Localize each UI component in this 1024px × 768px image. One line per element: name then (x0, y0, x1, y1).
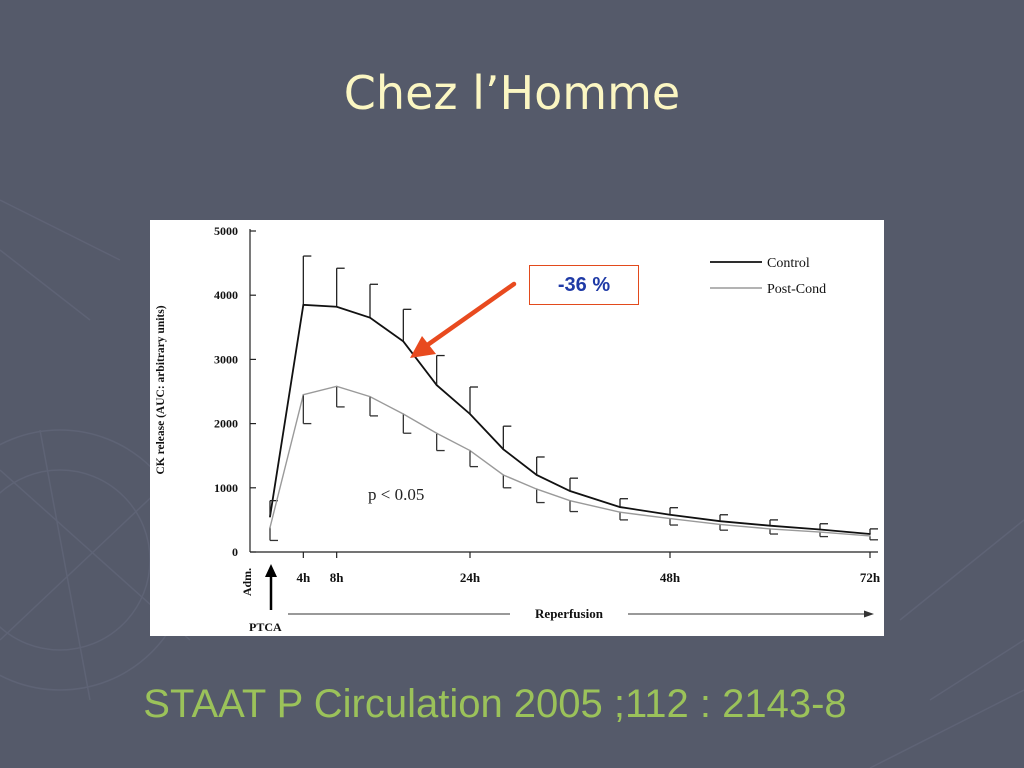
data-point (469, 449, 471, 452)
x-tick-label: 72h (860, 570, 881, 585)
chart-axes (249, 229, 878, 553)
ptca-label: PTCA (249, 620, 282, 634)
data-point (535, 474, 538, 476)
y-tick-label: 3000 (214, 352, 238, 366)
reperfusion-arrow-icon (288, 610, 874, 618)
y-tick-label: 4000 (214, 288, 238, 302)
series-line (269, 385, 871, 537)
chart-series (269, 255, 878, 542)
legend-label: Control (767, 256, 810, 271)
data-point (502, 448, 505, 451)
chart-ticks: 0 1000 2000 3000 4000 5000 4h 8h 24h 48h 72h (214, 224, 881, 585)
data-point (302, 304, 305, 306)
x-axis-label: Reperfusion (535, 606, 604, 621)
data-point (769, 528, 771, 530)
data-point (435, 384, 438, 386)
data-point (719, 523, 721, 526)
data-point (402, 413, 405, 415)
x-tick-label: 4h (296, 570, 311, 585)
data-point (719, 520, 721, 522)
y-tick-label: 5000 (214, 224, 238, 238)
data-point (402, 340, 405, 343)
y-tick-label: 2000 (214, 417, 238, 431)
series-post-cond (269, 385, 878, 542)
data-point (269, 526, 271, 529)
chart-legend: Control Post-Cond (710, 256, 826, 297)
data-point (619, 506, 621, 508)
series-line (269, 303, 871, 535)
x-tick-label: 48h (660, 570, 681, 585)
data-point (302, 393, 305, 396)
data-point (669, 517, 671, 520)
chart-figure: 0 1000 2000 3000 4000 5000 4h 8h 24h 48h 72h Contr… (150, 220, 884, 636)
data-point (819, 531, 821, 533)
legend-label: Post-Cond (767, 282, 826, 297)
reduction-annotation: -36 % (529, 265, 639, 305)
data-point (869, 533, 871, 535)
data-point (619, 511, 621, 513)
adm-label: Adm. (240, 568, 254, 596)
data-point (335, 385, 338, 388)
x-tick-label: 24h (460, 570, 481, 585)
data-point (435, 432, 438, 435)
citation: STAAT P Circulation 2005 ;112 : 2143-8 (143, 682, 847, 726)
data-point (469, 413, 471, 415)
data-point (819, 528, 821, 531)
data-point (535, 488, 538, 490)
data-point (502, 474, 505, 476)
data-point (569, 490, 571, 492)
ck-release-chart: 0 1000 2000 3000 4000 5000 4h 8h 24h 48h 72h Contr… (155, 224, 881, 634)
data-point (335, 305, 338, 308)
data-point (369, 395, 371, 398)
data-point (669, 513, 671, 516)
data-point (869, 535, 871, 537)
data-point (569, 499, 571, 502)
data-point (769, 524, 771, 527)
data-point (269, 515, 271, 518)
y-tick-label: 0 (232, 545, 238, 559)
y-axis-label: CK release (AUC: arbitrary units) (155, 305, 167, 474)
p-value-label: p < 0.05 (368, 485, 424, 504)
series-control (269, 255, 878, 535)
annotation-arrow-icon (410, 281, 517, 358)
slide-title: Chez l’Homme (343, 66, 681, 120)
data-point (369, 316, 371, 319)
y-tick-label: 1000 (214, 481, 238, 495)
ptca-arrow-icon (265, 564, 277, 610)
x-tick-label: 8h (330, 570, 345, 585)
